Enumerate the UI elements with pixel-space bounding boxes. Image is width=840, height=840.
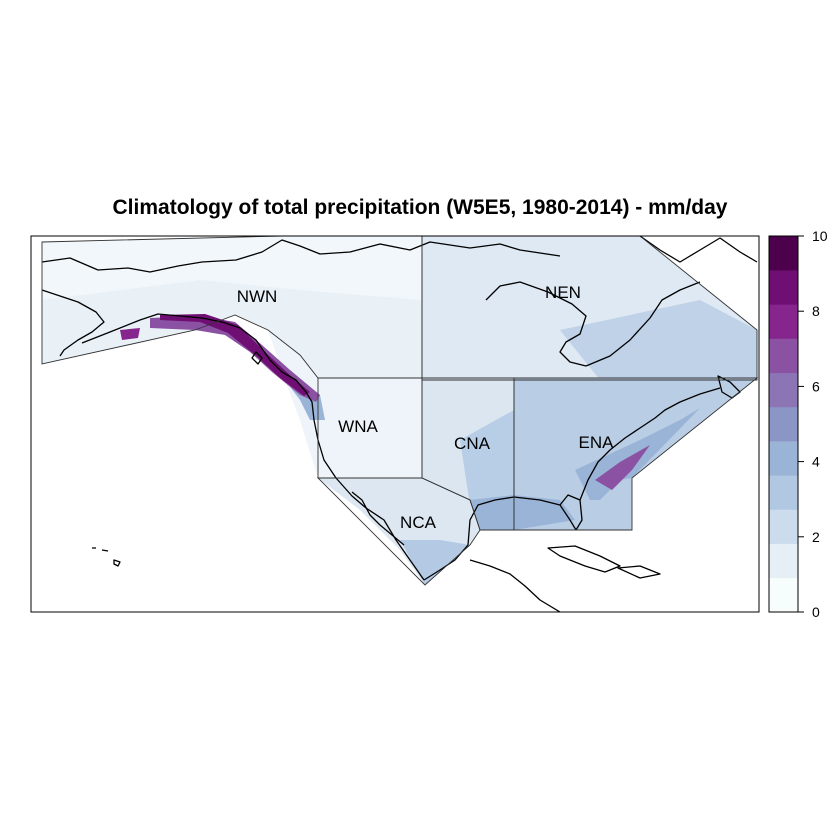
coast-cuba bbox=[547, 545, 621, 573]
coast-baja bbox=[351, 491, 405, 546]
coast-labrador bbox=[585, 281, 701, 367]
colorbar-frame bbox=[768, 235, 799, 613]
region-label-nen: NEN bbox=[545, 283, 581, 302]
colorbar-swatch bbox=[769, 441, 798, 476]
colorbar-tick-label: 4 bbox=[812, 454, 820, 470]
colorbar-tick-label: 8 bbox=[812, 303, 820, 319]
colorbar-swatch bbox=[769, 577, 798, 613]
field-kodiak bbox=[120, 328, 140, 340]
colorbar-swatch bbox=[769, 543, 798, 579]
field-arctic bbox=[42, 236, 422, 300]
coast-hispaniola bbox=[617, 565, 661, 579]
coast-alaska-west bbox=[41, 289, 105, 357]
region-box-nwn bbox=[41, 236, 423, 379]
field-nca-south bbox=[400, 540, 470, 585]
coast-us-east bbox=[579, 387, 721, 501]
field-ena-gulfstream bbox=[595, 445, 650, 490]
colorbar: 0 2 4 6 8 10 bbox=[768, 228, 828, 620]
region-box-nca bbox=[316, 477, 481, 586]
coast-vancouver bbox=[251, 351, 263, 365]
colorbar-tick-label: 10 bbox=[812, 228, 828, 244]
region-label-nwn: NWN bbox=[237, 287, 278, 306]
coast-alaska bbox=[41, 239, 561, 273]
region-box-nen bbox=[421, 236, 758, 381]
coastlines bbox=[41, 236, 758, 612]
colorbar-tick-label: 0 bbox=[812, 604, 820, 620]
coast-greenland bbox=[639, 236, 758, 263]
map-frame bbox=[30, 235, 760, 613]
coast-hawaii bbox=[92, 547, 121, 567]
colorbar-swatch bbox=[769, 509, 798, 544]
colorbar-swatch bbox=[769, 270, 798, 305]
map-panel: NWN NEN WNA CNA ENA NCA bbox=[30, 235, 760, 613]
field-alaska-ridge-core bbox=[160, 314, 310, 396]
colorbar-swatch bbox=[769, 304, 798, 339]
colorbar-swatch bbox=[769, 338, 798, 374]
region-label-nca: NCA bbox=[400, 513, 437, 532]
colorbar-ticks: 0 2 4 6 8 10 bbox=[798, 228, 828, 620]
colorbar-swatch bbox=[769, 475, 798, 510]
coast-us-west bbox=[313, 419, 425, 581]
field-nen-south bbox=[560, 300, 757, 380]
coast-gulf-alaska bbox=[81, 313, 315, 421]
colorbar-tick-label: 6 bbox=[812, 378, 820, 394]
coast-mexico-gulf bbox=[423, 496, 577, 581]
precipitation-field bbox=[42, 236, 757, 585]
region-label-ena: ENA bbox=[579, 433, 615, 452]
colorbar-swatches bbox=[769, 236, 798, 613]
colorbar-swatch bbox=[769, 406, 798, 442]
colorbar-tick-label: 2 bbox=[812, 529, 820, 545]
coast-central-america bbox=[469, 559, 561, 612]
field-gulf-band bbox=[470, 495, 575, 530]
region-boundaries bbox=[41, 236, 759, 586]
region-label-wna: WNA bbox=[338, 417, 378, 436]
field-wna bbox=[268, 330, 422, 478]
region-labels: NWN NEN WNA CNA ENA NCA bbox=[237, 283, 614, 532]
colorbar-swatch bbox=[769, 372, 798, 408]
region-label-cna: CNA bbox=[454, 434, 491, 453]
map-title: Climatology of total precipitation (W5E5… bbox=[113, 196, 728, 219]
region-box-ena bbox=[513, 377, 759, 531]
coast-hudson-bay bbox=[485, 281, 587, 367]
colorbar-swatch bbox=[769, 236, 798, 271]
